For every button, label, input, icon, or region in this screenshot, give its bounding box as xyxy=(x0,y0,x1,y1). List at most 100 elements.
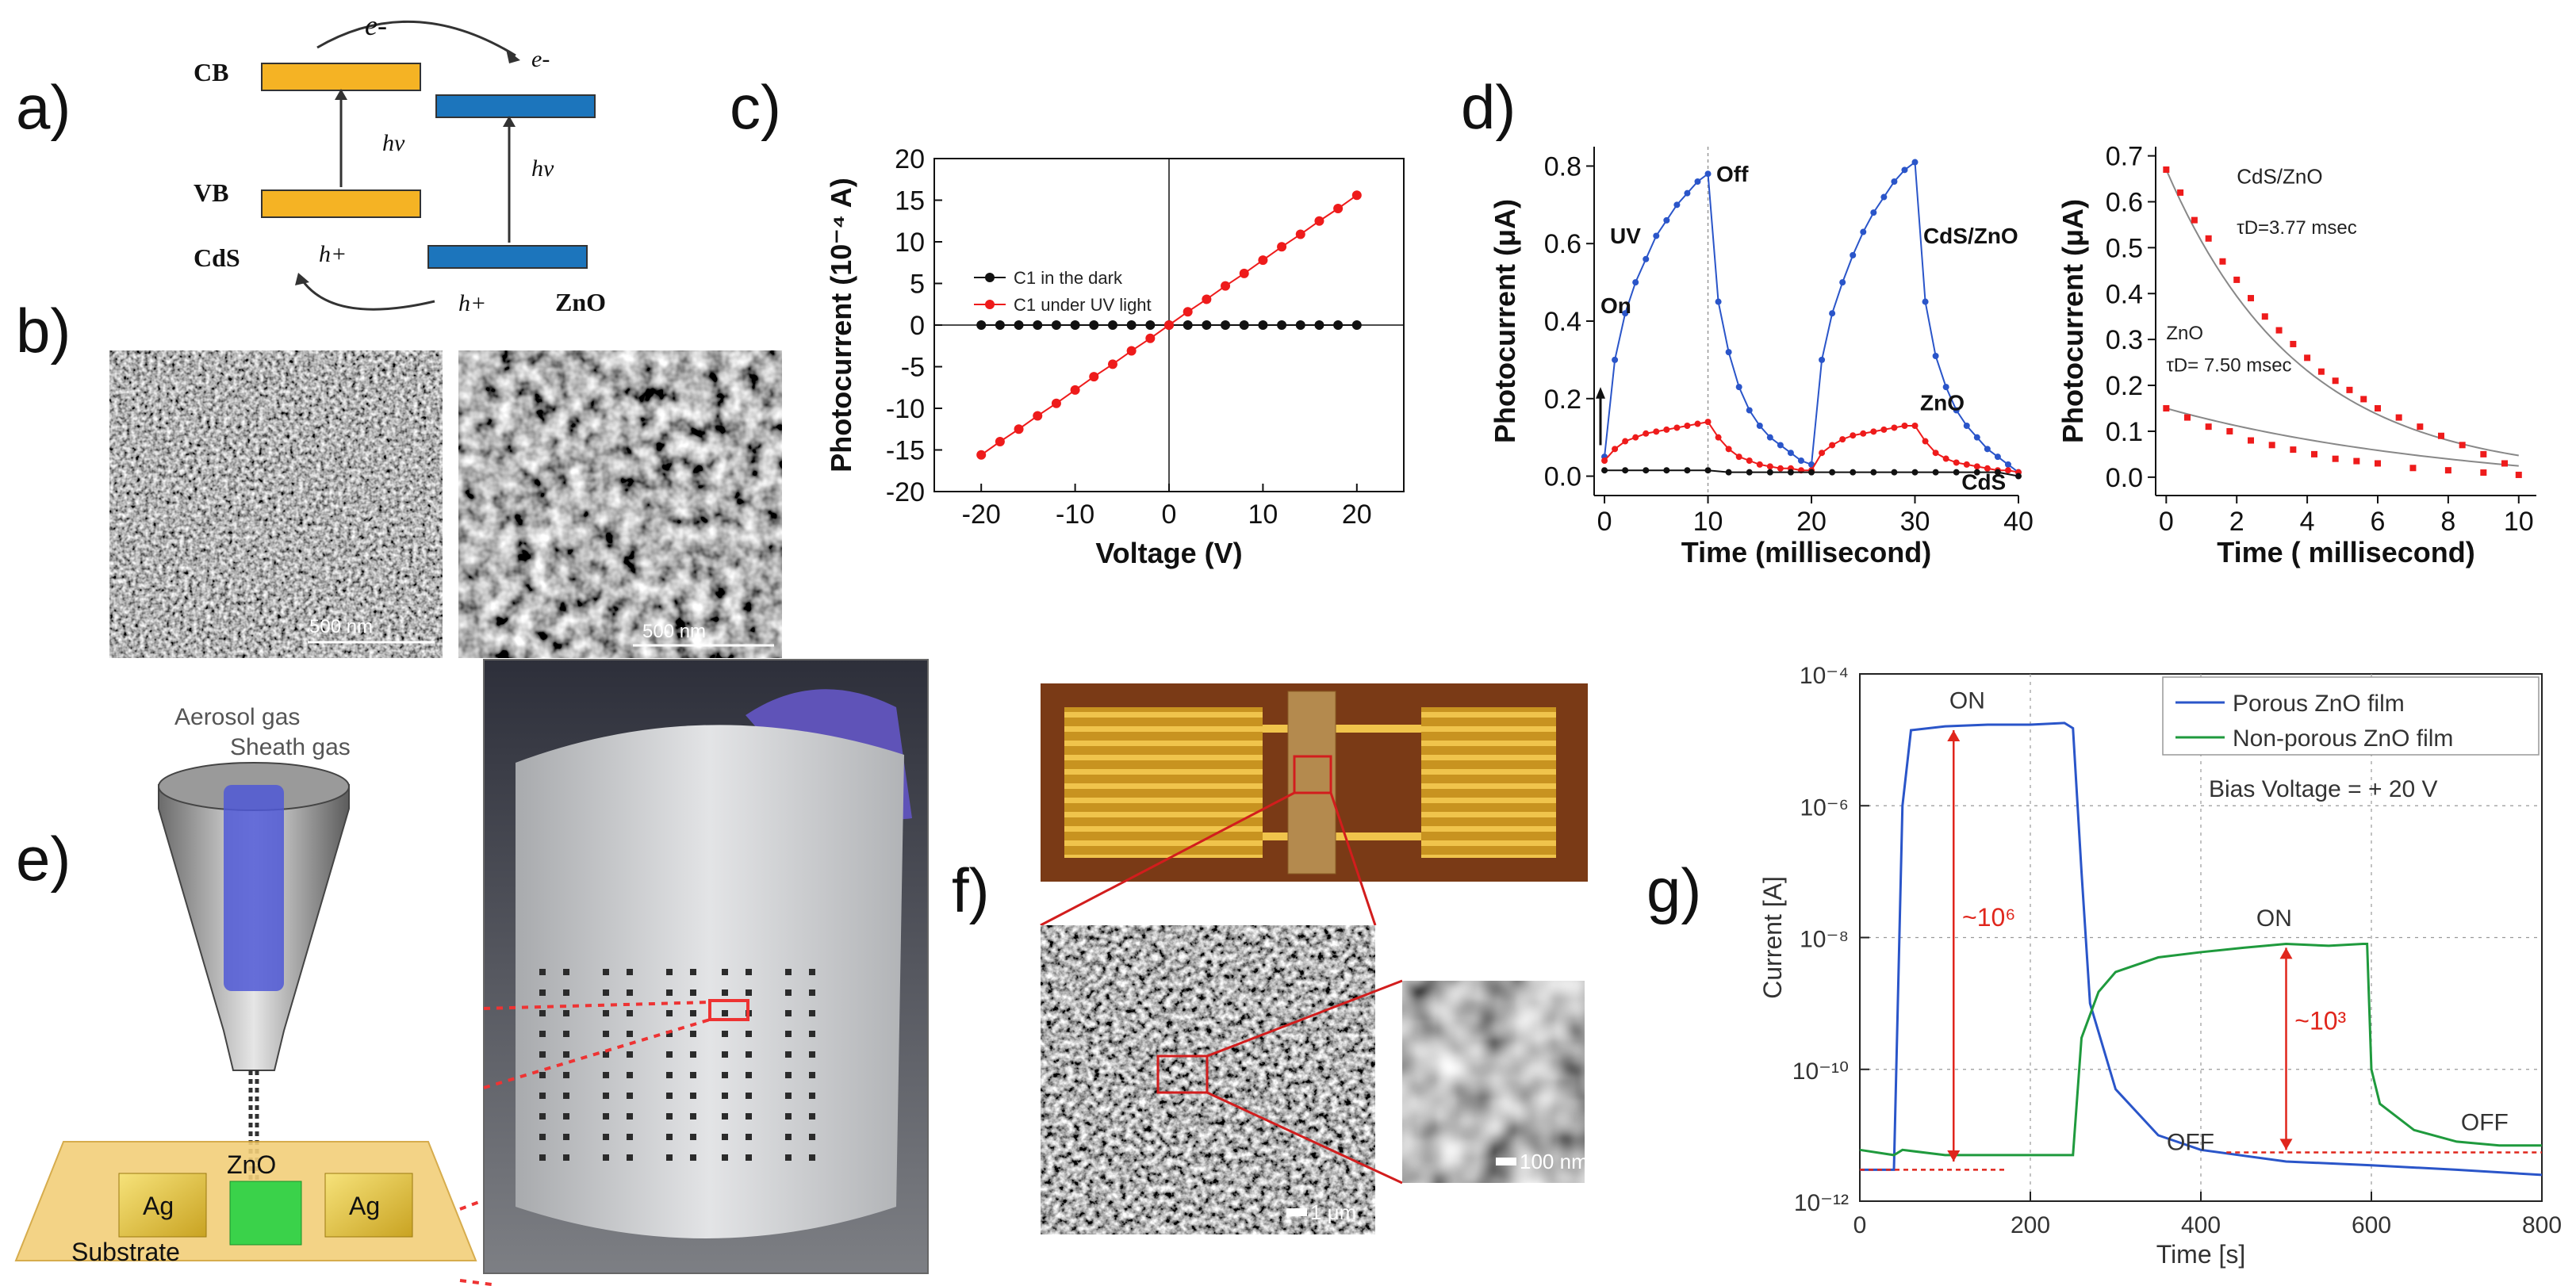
annotation-on-1: ON xyxy=(1949,687,1985,714)
printed-device xyxy=(809,1113,815,1120)
data-point xyxy=(1735,454,1742,461)
data-point xyxy=(1107,359,1117,369)
data-point xyxy=(1014,424,1024,434)
y-tick-label: 0.5 xyxy=(2106,233,2143,263)
printed-device xyxy=(603,1113,609,1120)
printed-device xyxy=(666,989,673,996)
data-point xyxy=(1070,320,1080,330)
printed-device xyxy=(627,1154,633,1161)
annotation-off-2: OFF xyxy=(2461,1109,2509,1135)
sem-large-highlight xyxy=(1156,1054,1209,1094)
ratio-arrowhead-2b xyxy=(2279,1139,2293,1150)
data-point xyxy=(1984,465,1991,472)
data-point xyxy=(1787,450,1794,457)
printed-device xyxy=(722,1134,728,1140)
data-point xyxy=(2004,461,2011,468)
series-line xyxy=(1604,160,2019,473)
printed-device xyxy=(690,1051,696,1058)
data-point xyxy=(1746,469,1753,476)
printed-device xyxy=(722,1051,728,1058)
data-point xyxy=(1808,469,1815,476)
device-bridge-top xyxy=(1263,725,1421,733)
printed-device xyxy=(563,1113,569,1120)
printed-device xyxy=(627,1134,633,1140)
annotation-uv: UV xyxy=(1610,224,1641,248)
data-point xyxy=(1622,467,1629,474)
chart-d2: 0 2 4 6 8 10 0.0 0.1 0.2 0.3 0.4 0.5 0.6 0.7 Time ( mi… xyxy=(2057,142,2536,568)
legend-label: Non-porous ZnO film xyxy=(2233,725,2453,752)
printed-device xyxy=(627,1010,633,1016)
data-point xyxy=(995,320,1005,330)
x-axis-label: Time ( millisecond) xyxy=(2217,536,2474,568)
label-ag-right: Ag xyxy=(349,1192,380,1220)
x-tick-label: 20 xyxy=(1796,507,1827,537)
data-point xyxy=(1777,442,1784,449)
label-cb: CB xyxy=(194,58,228,86)
y-tick-label: 15 xyxy=(895,186,925,216)
data-point xyxy=(1107,320,1117,330)
label-sheath-gas: Sheath gas xyxy=(230,734,351,760)
data-point xyxy=(1746,407,1753,414)
cds-vb-band xyxy=(261,189,421,218)
printed-device xyxy=(722,1031,728,1037)
data-point xyxy=(1014,320,1024,330)
hole-label-right: h+ xyxy=(458,290,486,316)
panel-label-c: c) xyxy=(730,72,781,142)
printed-device xyxy=(627,1072,633,1078)
data-point xyxy=(1684,467,1691,474)
printed-device xyxy=(539,1134,546,1140)
printed-device xyxy=(746,989,752,996)
data-point xyxy=(2268,442,2275,449)
data-point xyxy=(1632,434,1639,441)
data-point xyxy=(976,450,987,460)
printed-device xyxy=(666,1072,673,1078)
scale-label-right: 500 nm xyxy=(642,621,706,642)
data-point xyxy=(1746,457,1753,464)
data-point xyxy=(1953,459,1960,466)
data-point xyxy=(2290,340,2297,347)
f-zoom-line-left xyxy=(1040,791,1295,927)
data-point xyxy=(1973,434,1980,441)
data-point xyxy=(1808,461,1815,468)
data-point xyxy=(1839,279,1846,286)
printed-device xyxy=(666,1010,673,1016)
data-point xyxy=(1932,450,1939,457)
data-point xyxy=(1612,356,1619,363)
x-tick-label: 10 xyxy=(2504,507,2534,537)
data-point xyxy=(2444,467,2451,474)
fit-curve xyxy=(2165,169,2519,457)
data-point xyxy=(2163,405,2170,411)
hv-arrowhead-right xyxy=(503,116,516,127)
data-point xyxy=(1663,426,1670,433)
printed-device xyxy=(563,1010,569,1016)
annotation-on: On xyxy=(1600,293,1631,318)
printed-device xyxy=(603,989,609,996)
data-point xyxy=(1922,298,1929,305)
legend-marker xyxy=(985,273,995,282)
x-tick-label: 0 xyxy=(1853,1212,1867,1238)
data-point xyxy=(1953,469,1960,476)
printed-device xyxy=(785,1134,792,1140)
y-tick-label: -15 xyxy=(886,436,925,466)
data-point xyxy=(1164,320,1174,330)
y-tick-label: 10⁻⁴ xyxy=(1800,663,1849,689)
data-point xyxy=(2353,457,2360,465)
data-point xyxy=(1704,419,1712,426)
printed-device xyxy=(809,1072,815,1078)
cds-cb-band xyxy=(261,63,421,91)
printed-device xyxy=(690,969,696,975)
chart-g: 0 200 400 600 800 10⁻¹² 10⁻¹⁰ 10⁻⁸ 10⁻⁶ 10⁻⁴ Time … xyxy=(1758,663,2562,1269)
y-tick-label: 10⁻¹² xyxy=(1794,1190,1849,1216)
printed-device xyxy=(539,1010,546,1016)
printed-device xyxy=(746,1072,752,1078)
y-tick-label: 0.1 xyxy=(2106,417,2143,447)
data-point xyxy=(1984,446,1991,453)
data-point xyxy=(1725,469,1732,476)
data-point xyxy=(1819,450,1826,457)
x-tick-label: 10 xyxy=(1693,507,1723,537)
x-tick-label: 4 xyxy=(2300,507,2315,537)
data-point xyxy=(1673,424,1681,431)
data-point xyxy=(1601,457,1608,464)
on-arrowhead xyxy=(1596,387,1605,399)
data-point xyxy=(1942,455,1949,462)
